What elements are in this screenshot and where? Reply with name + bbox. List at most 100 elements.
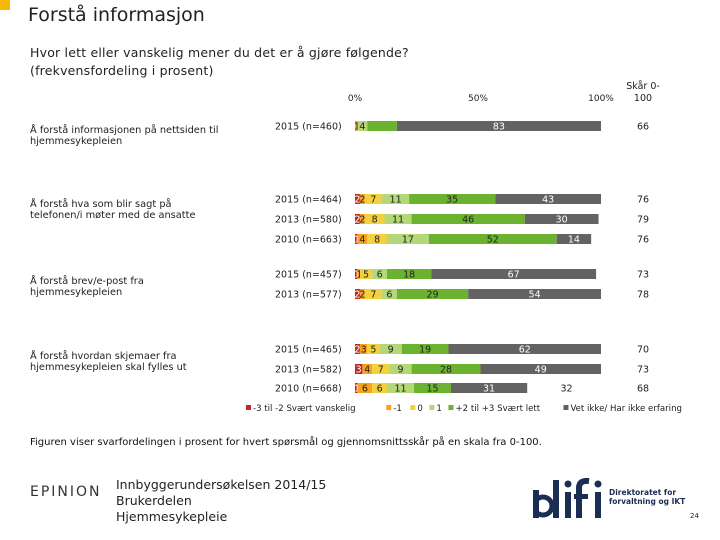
legend-label: -1 [393, 404, 402, 414]
bar-data-label: 2 [359, 290, 365, 301]
chart-subtitle-line1: Hvor lett eller vanskelig mener du det e… [30, 45, 409, 60]
bar-segment [357, 234, 368, 244]
row-year-label: 2015 (n=464) [275, 195, 342, 206]
group-label: Å forstå hva som blir sagt på [30, 197, 172, 210]
bar-data-label: 11 [392, 215, 404, 226]
bar-data-label: 49 [535, 365, 547, 376]
bar-data-label: 5 [363, 270, 369, 281]
bar-segment [357, 383, 373, 393]
bar-data-label: 2 [359, 195, 365, 206]
difi-logo [533, 478, 602, 518]
axis-tick-label: 50% [468, 94, 488, 104]
bar-segment [359, 344, 368, 354]
bar-segment [396, 289, 469, 299]
bar-data-label: 6 [386, 290, 392, 301]
score-header: 100 [634, 93, 652, 104]
bar-segment [355, 289, 360, 299]
page-number: 24 [690, 512, 699, 520]
bar-segment [367, 121, 397, 131]
bar-data-label: 8 [372, 215, 378, 226]
bar-data-label: 11 [394, 384, 406, 395]
bar-segment [362, 364, 373, 374]
bar-data-label: 7 [370, 290, 376, 301]
bar-segment [414, 383, 451, 393]
legend-label: 1 [436, 404, 441, 414]
bar-segment [480, 364, 601, 374]
bar-data-label: 28 [440, 365, 452, 376]
bar-segment [359, 194, 365, 204]
footer-text: Innbyggerundersøkelsen 2014/15 Brukerdel… [116, 477, 326, 525]
bar-segment [355, 344, 360, 354]
bar-data-label: 17 [402, 235, 414, 246]
epinion-logo: EPINION [30, 484, 102, 500]
chart-footnote: Figuren viser svarfordelingen i prosent … [30, 437, 542, 448]
legend-swatch [410, 405, 416, 410]
bar-data-label: 29 [426, 290, 438, 301]
bar-segment [359, 289, 365, 299]
footer-line-2: Brukerdelen [116, 493, 192, 508]
bar-segment [355, 234, 358, 244]
group-label: hjemmesykepleien [30, 287, 122, 298]
row-year-label: 2010 (n=663) [275, 235, 342, 246]
bar-segment [386, 269, 432, 279]
bar-segment [386, 383, 415, 393]
bar-segment [359, 214, 365, 224]
bar-segment [355, 121, 358, 131]
bar-data-label: 1 [356, 270, 362, 281]
chart-subtitle-line2: (frekvensfordeling i prosent) [30, 63, 214, 78]
bar-data-label: 52 [487, 235, 499, 246]
bar-segment [411, 364, 481, 374]
bar-data-label: 83 [493, 122, 505, 133]
bar-data-label: 8 [374, 235, 380, 246]
bar-segment [396, 121, 601, 131]
footer-line-1: Innbyggerundersøkelsen 2014/15 [116, 477, 327, 492]
bar-data-label: 2 [354, 345, 360, 356]
difi-tagline: Direktoratet for forvaltning og IKT [609, 488, 686, 506]
bar-data-label: 7 [378, 365, 384, 376]
bar-data-label: 3 [361, 345, 367, 356]
bar-segment [357, 121, 368, 131]
group-label: Å forstå informasjonen på nettsiden til [30, 123, 218, 136]
row-year-label: 2015 (n=457) [275, 270, 342, 281]
bar-segment [428, 234, 557, 244]
bar-data-label: 18 [403, 270, 415, 281]
bar-segment [379, 344, 402, 354]
bar-data-label: 9 [388, 345, 394, 356]
bar-data-label: 62 [519, 345, 531, 356]
bar-segment [495, 194, 601, 204]
bar-segment [382, 289, 397, 299]
row-year-label: 2013 (n=577) [275, 290, 342, 301]
bar-segment [411, 214, 525, 224]
bar-data-label: 6 [362, 384, 368, 395]
group-label: hjemmesykepleien [30, 136, 122, 147]
bar-data-label: 3 [356, 365, 362, 376]
row-score: 73 [637, 365, 649, 376]
row-score: 78 [637, 290, 649, 301]
legend-label: -3 til -2 Svært vanskelig [253, 404, 356, 414]
bar-segment [401, 344, 449, 354]
bar-data-label: 2 [354, 195, 360, 206]
bar-segment [382, 194, 410, 204]
bar-data-label: 1 [354, 235, 360, 246]
bar-data-label: 11 [390, 195, 402, 206]
bar-data-label: 1 [354, 384, 360, 395]
bar-segment [355, 214, 360, 224]
bar-data-label: 30 [556, 215, 568, 226]
legend-swatch [246, 405, 251, 410]
legend-swatch [429, 405, 435, 410]
bar-data-label: 6 [377, 270, 383, 281]
row-score: 73 [637, 270, 649, 281]
group-label: Å forstå brev/e-post fra [30, 274, 144, 287]
bar-segment [386, 234, 429, 244]
bar-data-label: 4 [359, 122, 365, 133]
bar-data-label: 1 [354, 122, 360, 133]
row-score: 76 [637, 195, 649, 206]
bar-segment [448, 344, 601, 354]
bar-data-label: 2 [354, 290, 360, 301]
bar-segment [384, 214, 412, 224]
legend-label: +2 til +3 Svært lett [455, 404, 540, 414]
bar-data-label: 32 [561, 384, 573, 395]
legend-label: Vet ikke/ Har ikke erfaring [570, 404, 682, 414]
row-score: 79 [637, 215, 649, 226]
row-year-label: 2013 (n=580) [275, 215, 342, 226]
